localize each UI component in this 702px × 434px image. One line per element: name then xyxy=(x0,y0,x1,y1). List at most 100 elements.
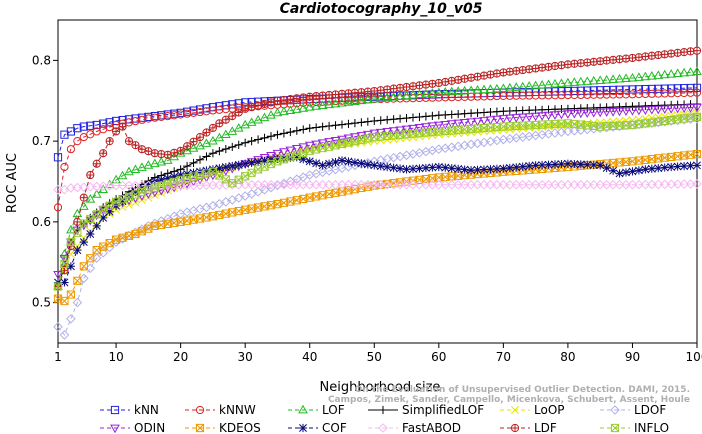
data-point-lof xyxy=(182,145,192,155)
data-point-knnw xyxy=(531,91,540,100)
data-point-ldf xyxy=(189,137,198,146)
data-point-odin xyxy=(595,108,606,118)
y-tick-label: 0.8 xyxy=(32,53,51,67)
data-point-odin xyxy=(692,103,702,113)
data-point-ldf xyxy=(544,62,553,71)
data-point-lof xyxy=(621,73,631,83)
data-point-odin xyxy=(137,192,147,201)
data-point-odin xyxy=(298,143,309,152)
data-point-lof xyxy=(356,95,367,105)
data-point-ldf xyxy=(454,75,463,84)
chart-title: Cardiotocography_10_v05 xyxy=(280,1,483,17)
data-point-lof xyxy=(627,72,638,82)
data-point-fastabod xyxy=(195,180,205,191)
data-point-lof xyxy=(692,66,702,76)
data-point-fastabod xyxy=(679,179,689,189)
data-point-lof xyxy=(472,85,483,94)
data-point-ldf xyxy=(105,137,114,146)
data-point-simplifiedlof xyxy=(253,135,263,144)
data-point-cof xyxy=(279,154,289,163)
data-point-odin xyxy=(634,106,644,116)
data-point-cof xyxy=(266,155,276,164)
citation-line-1: On the Evaluation of Unsupervised Outlie… xyxy=(355,385,690,395)
data-point-lof xyxy=(492,83,502,93)
data-point-knnw xyxy=(150,113,159,122)
data-point-lof xyxy=(543,79,554,89)
data-point-knn xyxy=(667,84,676,93)
data-point-knn xyxy=(131,114,140,123)
data-point-fastabod xyxy=(111,180,121,191)
data-point-cof xyxy=(673,162,682,171)
data-point-ldof xyxy=(201,202,212,213)
data-point-knn xyxy=(86,121,95,130)
data-point-simplifiedlof xyxy=(273,130,282,139)
data-point-knn xyxy=(79,122,88,131)
data-point-odin xyxy=(330,136,341,146)
data-point-ldf xyxy=(195,132,205,142)
x-tick-label: 70 xyxy=(496,350,511,364)
data-point-fastabod xyxy=(524,179,534,190)
data-point-inflo xyxy=(53,282,63,291)
data-point-simplifiedlof xyxy=(408,113,418,122)
data-point-ldf xyxy=(215,119,224,128)
data-point-simplifiedlof xyxy=(421,112,431,121)
data-point-fastabod xyxy=(382,179,392,190)
data-point-cof xyxy=(667,162,676,172)
data-point-knnw xyxy=(557,91,566,100)
data-point-knn xyxy=(492,88,502,97)
data-point-cof xyxy=(447,164,456,173)
data-point-lof xyxy=(569,77,580,86)
data-point-ldf xyxy=(383,85,392,94)
data-point-odin xyxy=(563,110,573,119)
legend-marker-knn xyxy=(110,405,120,415)
data-point-cof xyxy=(608,166,618,175)
data-point-odin xyxy=(492,115,502,125)
data-point-lof xyxy=(317,100,328,109)
legend-item-odin: ODIN xyxy=(100,421,165,434)
data-point-lof xyxy=(143,160,154,169)
legend-label-simplifiedlof: SimplifiedLOF xyxy=(402,403,484,417)
data-point-inflo xyxy=(60,259,69,268)
data-point-cof xyxy=(357,159,366,168)
data-point-simplifiedlof xyxy=(189,158,198,168)
data-point-cof xyxy=(253,157,263,166)
data-point-fastabod xyxy=(130,180,141,191)
data-point-odin xyxy=(569,109,580,119)
data-point-ldf xyxy=(686,47,695,56)
data-point-knnw xyxy=(189,108,198,117)
data-point-odin xyxy=(646,106,657,115)
data-point-knnw xyxy=(583,90,592,99)
data-point-knnw xyxy=(53,203,63,212)
data-point-knn xyxy=(563,86,573,96)
data-point-odin xyxy=(485,116,496,126)
data-point-lof xyxy=(375,93,386,102)
data-point-cof xyxy=(157,175,166,184)
legend-item-simplifiedlof: SimplifiedLOF xyxy=(368,403,484,417)
data-point-knnw xyxy=(589,90,598,99)
plot-frame xyxy=(57,19,698,344)
data-point-fastabod xyxy=(324,179,334,190)
data-point-simplifiedlof xyxy=(305,124,314,133)
data-point-odin xyxy=(498,115,509,124)
data-point-kdeos xyxy=(86,254,95,263)
data-point-simplifiedlof xyxy=(428,111,437,120)
data-point-lof xyxy=(530,80,541,90)
data-point-cof xyxy=(363,160,372,169)
legend-item-kdeos: KDEOS xyxy=(185,421,261,434)
data-point-knnw xyxy=(221,105,230,114)
data-point-knnw xyxy=(512,91,521,100)
data-point-cof xyxy=(73,246,82,255)
data-point-simplifiedlof xyxy=(208,149,218,158)
data-point-knnw xyxy=(673,89,682,98)
legend-label-ldof: LDOF xyxy=(634,403,666,417)
data-point-knnw xyxy=(163,111,172,121)
data-point-fastabod xyxy=(672,179,683,189)
data-point-lof xyxy=(253,114,263,124)
data-point-cof xyxy=(441,163,450,172)
data-point-lof xyxy=(679,67,689,77)
data-point-fastabod xyxy=(279,179,289,190)
data-point-cof xyxy=(370,161,379,170)
data-point-cof xyxy=(408,164,418,174)
y-tick-label: 0.7 xyxy=(32,134,51,148)
data-point-cof xyxy=(460,165,469,174)
